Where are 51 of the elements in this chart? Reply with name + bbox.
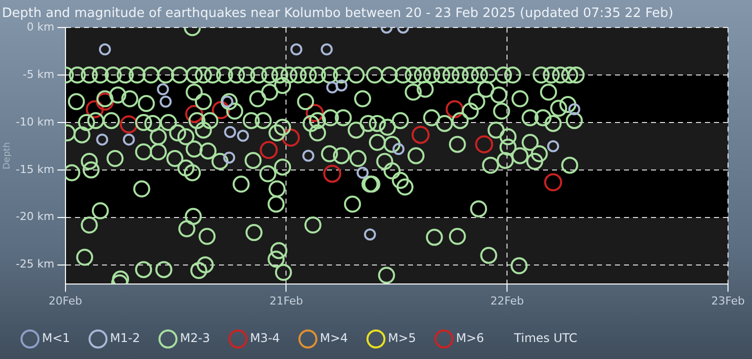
point [223,152,236,164]
point [282,128,300,147]
point [544,173,562,192]
text: Times UTC [513,331,578,346]
y-axis-title: Depth [2,142,13,170]
point [156,83,169,96]
point [568,103,580,116]
legend-label: M2-3 [180,331,210,346]
point [446,100,464,118]
legend-label: M3-4 [250,331,280,346]
point [86,100,104,118]
x-tick-label: 20Feb [48,294,82,308]
point [122,134,135,146]
point [547,140,560,152]
point [323,164,342,183]
point [224,126,236,138]
point [326,81,338,94]
legend-label: M>6 [456,331,484,346]
y-tick-label: -25 km [16,258,54,271]
point [356,166,369,179]
point [302,150,314,162]
y-tick-label: -20 km [16,210,54,224]
point [120,115,138,134]
point [290,43,302,56]
x-tick-label: 22Feb [490,294,524,308]
chart-title: Depth and magnitude of earthquakes near Kolumbo between 20 - 23 Feb 2025 (updated 07:35 22 Feb) [2,6,674,22]
legend-label: M>5 [388,331,416,346]
legend-label: M>4 [320,331,348,346]
point [475,135,494,154]
legend-label: M1-2 [110,331,140,346]
point [236,130,249,142]
point [306,104,324,122]
point [96,92,114,111]
y-tick-label: -15 km [16,162,54,176]
point [412,126,430,144]
point [320,43,333,56]
x-tick-label: 21Feb [269,294,303,308]
point [392,143,405,156]
x-tick-label: 23Feb [711,294,745,308]
point [185,104,204,123]
point [160,96,172,108]
y-tick-label: 0 km [26,20,54,34]
y-tick-label: -10 km [16,115,54,128]
y-tick-label: -5 km [22,68,54,81]
point [96,134,108,146]
legend-label: M<1 [42,331,70,346]
point [335,79,348,92]
point [98,43,111,56]
point [364,228,376,240]
point [260,141,278,160]
point [212,101,230,120]
